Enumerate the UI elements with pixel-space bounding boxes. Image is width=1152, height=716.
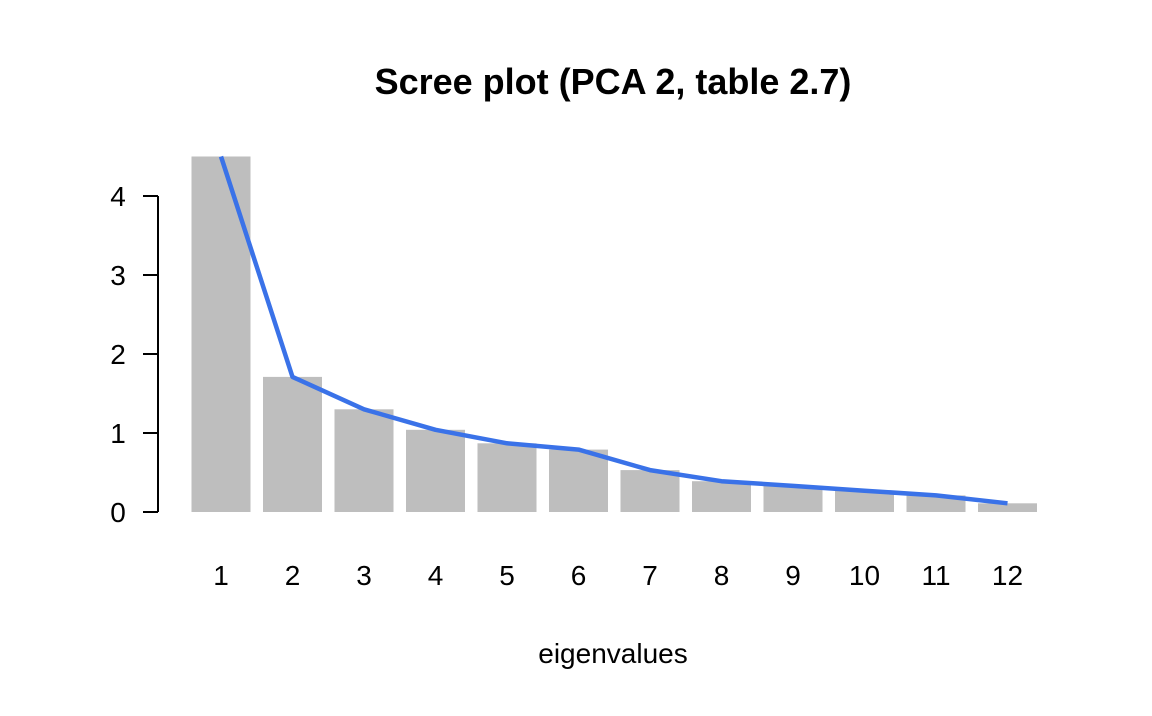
x-tick-label-3: 3 (356, 560, 372, 591)
bar-1 (191, 156, 251, 512)
bar-4 (406, 429, 465, 512)
bar-10 (835, 490, 894, 512)
bar-12 (978, 503, 1037, 512)
x-tick-label-1: 1 (213, 560, 229, 591)
x-tick-label-11: 11 (921, 560, 950, 591)
x-axis-label: eigenvalues (538, 638, 687, 669)
x-tick-label-8: 8 (714, 560, 730, 591)
x-tick-label-5: 5 (499, 560, 515, 591)
bar-3 (334, 409, 394, 512)
chart-title: Scree plot (PCA 2, table 2.7) (375, 61, 852, 102)
y-tick-label-1: 1 (110, 418, 126, 449)
x-tick-label-7: 7 (642, 560, 658, 591)
eigenvalue-line (218, 155, 1008, 506)
line-layer (218, 155, 1008, 506)
y-tick-label-0: 0 (110, 497, 126, 528)
bar-9 (763, 485, 823, 512)
bar-6 (549, 449, 608, 512)
y-tick-label-4: 4 (110, 181, 126, 212)
x-tick-label-10: 10 (849, 560, 880, 591)
x-tick-label-9: 9 (785, 560, 801, 591)
y-tick-label-2: 2 (110, 339, 126, 370)
x-tick-label-12: 12 (992, 560, 1023, 591)
bar-7 (620, 470, 680, 512)
x-tick-label-6: 6 (571, 560, 587, 591)
bar-11 (906, 495, 966, 512)
y-axis: 0 1 2 3 4 (110, 181, 159, 528)
x-tick-label-4: 4 (428, 560, 444, 591)
bar-5 (477, 443, 537, 512)
bar-2 (263, 376, 322, 512)
x-tick-label-2: 2 (285, 560, 301, 591)
x-tick-labels: 1 2 3 4 5 6 7 8 9 10 11 12 (213, 560, 1023, 591)
y-tick-label-3: 3 (110, 260, 126, 291)
bar-8 (692, 481, 751, 512)
